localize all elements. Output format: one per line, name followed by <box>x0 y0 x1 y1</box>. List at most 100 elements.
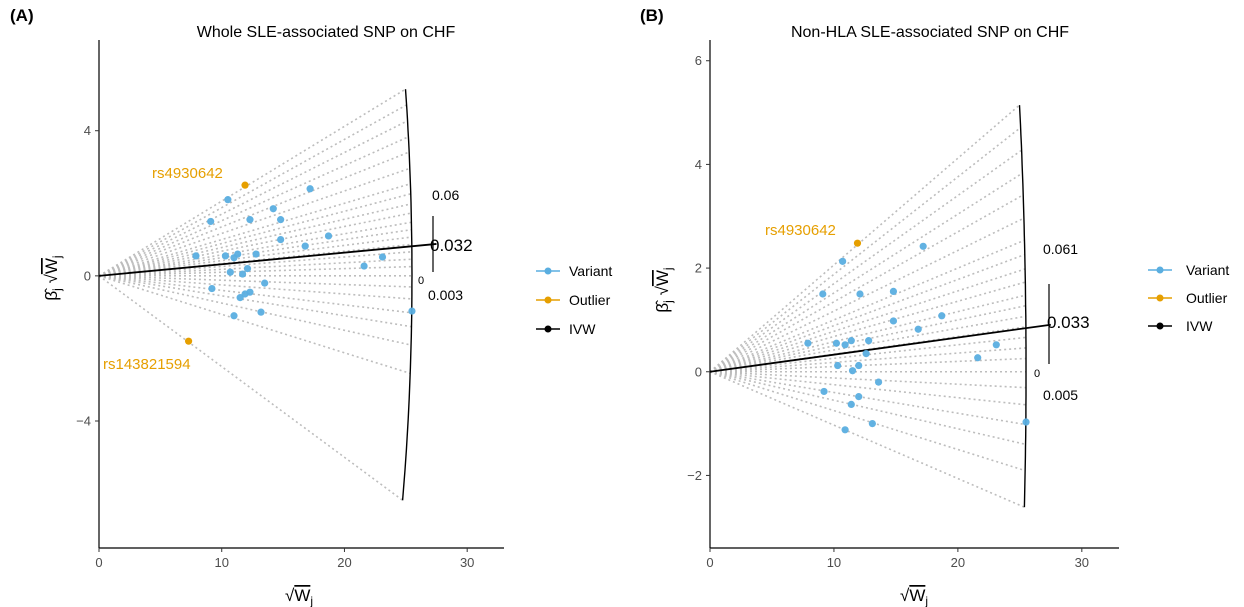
variant-point <box>230 312 238 320</box>
variant-point <box>234 250 242 258</box>
ray-line <box>98 183 411 277</box>
variant-point <box>855 393 863 401</box>
ray-line <box>709 194 1024 373</box>
ray-line <box>98 275 412 300</box>
y-tick-label: −2 <box>687 468 702 483</box>
variant-point <box>992 341 1000 349</box>
ray-line <box>98 275 412 288</box>
x-tick-label: 30 <box>1075 555 1089 570</box>
outlier-point <box>184 337 193 345</box>
ray-line <box>709 370 1027 389</box>
panel-b-zero-label: 0 <box>1034 368 1040 380</box>
panel-b-y-ticks: −2 0 2 4 6 <box>687 53 710 483</box>
variant-point <box>207 217 215 226</box>
ray-line <box>709 239 1025 373</box>
variant-point <box>862 350 870 358</box>
ray-line <box>709 172 1023 373</box>
outlier-point <box>241 181 249 189</box>
ray-line <box>709 149 1023 373</box>
panel-b-ivw-estimate: 0.033 <box>1047 313 1090 332</box>
panel-b-legend-ivw-dot <box>1156 322 1164 330</box>
x-tick-label: 10 <box>214 555 228 570</box>
panel-b-legend-outlier-label: Outlier <box>1186 290 1228 306</box>
y-tick-label: 2 <box>695 261 702 276</box>
panel-a-arc <box>401 89 413 501</box>
variant-point <box>1022 418 1030 426</box>
variant-point <box>226 268 234 276</box>
panel-a-legend-ivw-dot <box>544 325 552 333</box>
variant-point <box>269 205 277 213</box>
panel-a-outlier-label-1: rs4930642 <box>152 165 223 182</box>
variant-point <box>306 185 314 193</box>
variant-point <box>246 216 254 224</box>
variant-point <box>378 253 387 261</box>
ray-line <box>709 371 1025 508</box>
ray-line <box>98 136 409 277</box>
ray-line <box>98 243 412 277</box>
variant-point <box>832 339 841 347</box>
variant-point <box>252 250 260 258</box>
ray-line <box>98 203 412 277</box>
variant-point <box>855 361 863 370</box>
variant-point <box>919 242 927 250</box>
variant-point <box>914 325 922 333</box>
panel-b-arc <box>1018 105 1027 508</box>
variant-point <box>820 387 828 396</box>
panel-b-ray-lines <box>709 104 1027 508</box>
ray-line <box>709 126 1022 373</box>
panel-b-legend: Variant Outlier IVW <box>1148 262 1229 334</box>
panel-a-ray-lines <box>98 88 412 501</box>
ray-line <box>709 326 1026 373</box>
outlier-point <box>853 239 862 247</box>
ray-line <box>98 251 412 277</box>
panel-a-legend: Variant Outlier IVW <box>536 263 612 337</box>
ray-line <box>98 265 412 277</box>
panel-a-x-axis-title: √Wj <box>285 586 313 607</box>
y-tick-label: 6 <box>695 53 702 68</box>
panel-a-ivw-estimate: 0.032 <box>430 236 473 255</box>
panel-b-label: (B) <box>640 6 664 25</box>
variant-point <box>841 426 849 434</box>
y-tick-label: 4 <box>695 157 702 172</box>
x-tick-label: 20 <box>951 555 965 570</box>
variant-point <box>847 337 855 345</box>
variant-point <box>192 252 200 260</box>
variant-point <box>236 294 244 302</box>
ray-line <box>98 275 411 375</box>
panel-b-legend-variant-dot <box>1156 266 1164 274</box>
panel-b-legend-outlier-dot <box>1156 294 1164 302</box>
x-tick-label: 0 <box>95 555 102 570</box>
panel-a-title: Whole SLE-associated SNP on CHF <box>197 24 456 41</box>
variant-point <box>301 242 309 250</box>
panel-a-ivw-line <box>98 243 437 277</box>
ray-line <box>709 294 1026 373</box>
panel-b-title: Non-HLA SLE-associated SNP on CHF <box>791 24 1069 41</box>
variant-point <box>841 341 849 349</box>
panel-a-zero-label: 0 <box>418 275 424 287</box>
ray-line <box>709 370 1026 446</box>
x-tick-label: 20 <box>337 555 351 570</box>
panel-a-points <box>184 181 416 345</box>
ray-line <box>98 151 410 277</box>
ray-line <box>709 370 1027 406</box>
variant-point <box>243 265 252 273</box>
variant-point <box>221 252 230 260</box>
variant-point <box>238 270 247 278</box>
ray-line <box>709 370 1026 472</box>
ray-line <box>709 253 1026 373</box>
variant-point <box>834 361 842 370</box>
panel-b: (B) Non-HLA SLE-associated SNP on CHF −2… <box>640 6 1229 607</box>
panel-b-ci-upper: 0.061 <box>1043 241 1078 257</box>
y-tick-label: −4 <box>76 414 91 429</box>
panel-b-y-axis-title: β̂j √Wj <box>653 267 675 312</box>
variant-point <box>974 354 982 362</box>
variant-point <box>277 235 285 244</box>
variant-point <box>865 337 873 345</box>
panel-a-legend-variant-dot <box>544 267 552 275</box>
variant-point <box>889 317 898 325</box>
ray-line <box>98 258 412 277</box>
variant-point <box>804 339 812 347</box>
x-tick-label: 0 <box>706 555 713 570</box>
ray-line <box>709 104 1021 373</box>
